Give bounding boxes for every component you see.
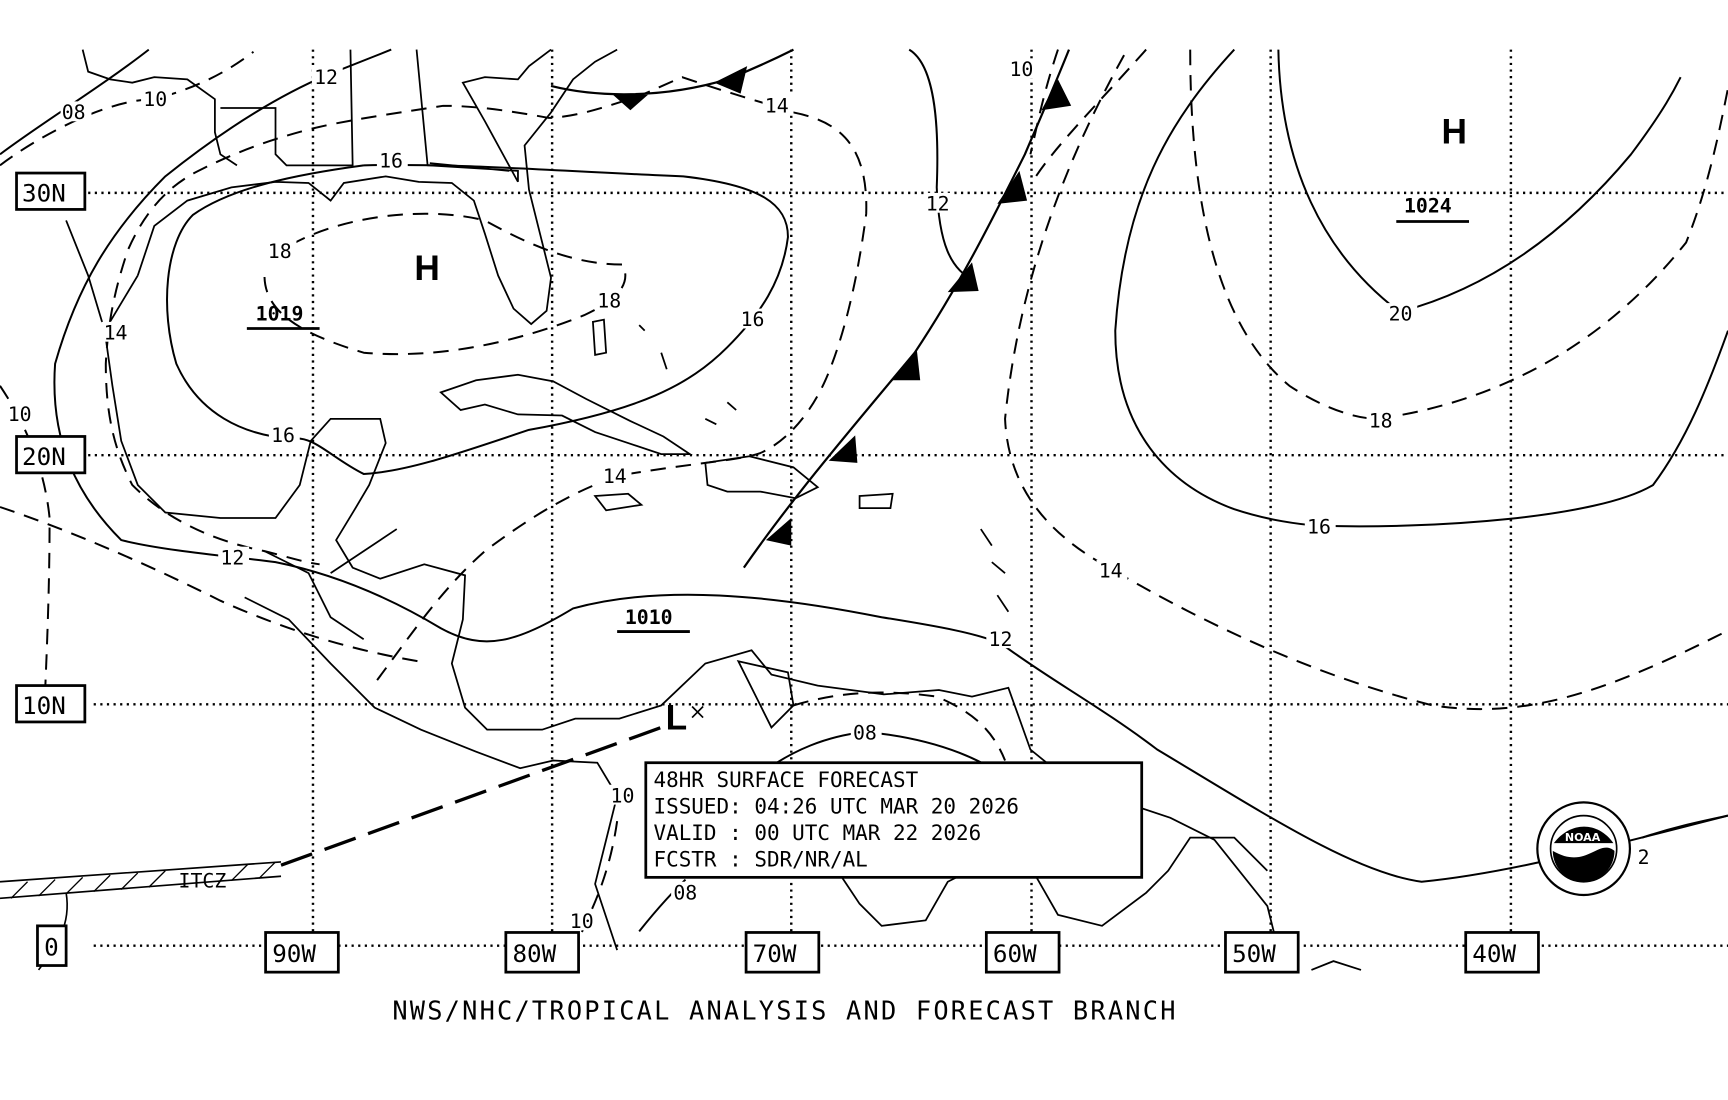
- logo-text: NOAA: [1565, 831, 1601, 844]
- issued-time: ISSUED: 04:26 UTC MAR 20 2026: [654, 794, 1020, 818]
- isobar-label: 08: [853, 722, 877, 745]
- isobar-labels: 08 10 12 16 18 18 16 16 14 14 12 14 10 1…: [5, 58, 1650, 933]
- lon-label-50w: 50W: [1232, 939, 1276, 968]
- isobar-label: 08: [673, 881, 697, 904]
- lat-label-20n: 20N: [22, 442, 66, 471]
- lon-label-90w: 90W: [272, 939, 316, 968]
- isobar-label: 10: [570, 910, 594, 933]
- high-center-gulf: H: [414, 249, 439, 288]
- isobar-label: 16: [379, 150, 403, 173]
- lon-label-60w: 60W: [993, 939, 1037, 968]
- latitude-labels: 30N 20N 10N 0: [15, 171, 87, 967]
- noaa-logo: NOAA: [1536, 801, 1632, 897]
- valid-time: VALID : 00 UTC MAR 22 2026: [654, 821, 982, 845]
- low-center-marker-icon: [691, 705, 704, 719]
- isobar-label: 2: [1638, 846, 1650, 869]
- isobar-label: 20: [1389, 303, 1413, 326]
- isobar-label: 12: [314, 66, 338, 89]
- isobar-label: 10: [1009, 58, 1033, 81]
- cold-front: [742, 49, 1072, 569]
- itcz: ITCZ: [0, 725, 662, 971]
- pressure-centers: H 1019 H 1024 L 1010: [246, 112, 1470, 738]
- lat-label-equator: 0: [44, 933, 59, 962]
- isobar-label: 12: [989, 628, 1013, 651]
- isobar-label: 14: [104, 321, 128, 344]
- isobar-label: 14: [603, 465, 627, 488]
- isobar-label: 16: [1307, 515, 1331, 538]
- high-pressure-value: 1024: [1404, 195, 1452, 218]
- coastlines: [65, 48, 1362, 971]
- itcz-label: ITCZ: [179, 869, 227, 892]
- isobar-label: 14: [1099, 560, 1123, 583]
- isobar-label: 12: [926, 193, 950, 216]
- stationary-front: [550, 48, 794, 111]
- lon-label-80w: 80W: [512, 939, 556, 968]
- forecast-info-box: 48HR SURFACE FORECAST ISSUED: 04:26 UTC …: [644, 761, 1144, 879]
- high-center-atlantic: H: [1441, 112, 1466, 151]
- low-pressure-value: 1010: [625, 606, 673, 629]
- low-center: L: [666, 699, 688, 738]
- isobar-label: 18: [268, 240, 292, 263]
- lon-label-40w: 40W: [1472, 939, 1516, 968]
- lat-label-30n: 30N: [22, 179, 66, 208]
- isobar-label: 14: [765, 94, 789, 117]
- high-pressure-value: 1019: [256, 303, 304, 326]
- isobars: [0, 48, 1728, 971]
- isobar-label: 18: [597, 290, 621, 313]
- isobar-label: 16: [271, 424, 295, 447]
- isobar-label: 10: [611, 784, 635, 807]
- isobar-label: 12: [220, 546, 244, 569]
- isobar-label: 18: [1369, 410, 1393, 433]
- isobar-label: 10: [143, 88, 167, 111]
- lat-label-10n: 10N: [22, 691, 66, 720]
- isobar-label: 16: [741, 308, 765, 331]
- footer-credit: NWS/NHC/TROPICAL ANALYSIS AND FORECAST B…: [392, 996, 1177, 1026]
- longitude-labels: 90W 80W 70W 60W 50W 40W: [264, 931, 1540, 974]
- isobar-label: 08: [62, 101, 86, 124]
- lon-label-70w: 70W: [753, 939, 797, 968]
- isobar-label: 10: [8, 403, 32, 426]
- forecasters: FCSTR : SDR/NR/AL: [654, 847, 868, 871]
- product-title: 48HR SURFACE FORECAST: [654, 768, 919, 792]
